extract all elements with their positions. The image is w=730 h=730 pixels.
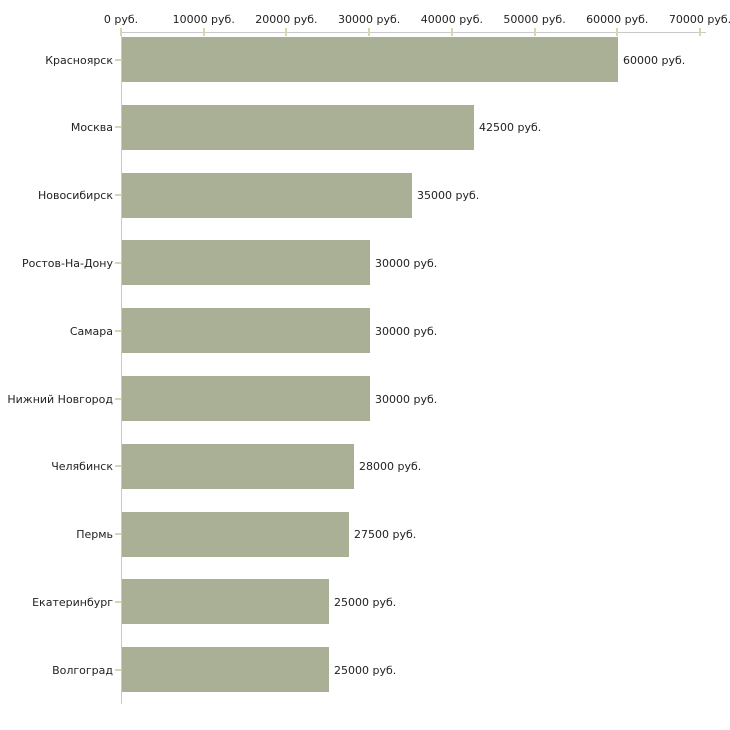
value-label: 35000 руб. bbox=[417, 189, 480, 202]
value-label: 30000 руб. bbox=[375, 325, 438, 338]
x-axis-tick-label: 10000 руб. bbox=[172, 13, 235, 26]
y-axis-tick-mark bbox=[115, 194, 121, 196]
y-axis-tick-mark bbox=[115, 59, 121, 61]
x-axis-tick-label: 40000 руб. bbox=[420, 13, 483, 26]
bar-6 bbox=[122, 376, 370, 421]
bar-9 bbox=[122, 579, 329, 624]
y-axis-tick-mark bbox=[115, 465, 121, 467]
x-axis-tick-mark bbox=[699, 28, 701, 36]
x-axis-tick-mark bbox=[616, 28, 619, 36]
bar-3 bbox=[122, 173, 412, 218]
y-axis-line bbox=[121, 32, 122, 704]
x-axis-tick-label: 70000 руб. bbox=[668, 13, 730, 26]
category-label: Ростов-На-Дону bbox=[21, 257, 113, 270]
x-axis-line bbox=[121, 32, 706, 33]
value-label: 27500 руб. bbox=[354, 528, 417, 541]
y-axis-tick-mark bbox=[115, 330, 121, 332]
value-label: 25000 руб. bbox=[334, 664, 397, 677]
x-axis-tick-label: 20000 руб. bbox=[255, 13, 318, 26]
bar-7 bbox=[122, 444, 354, 489]
category-label: Волгоград bbox=[52, 664, 113, 677]
x-axis-tick-mark bbox=[285, 28, 288, 36]
x-axis-tick-mark bbox=[533, 28, 536, 36]
bar-8 bbox=[122, 512, 349, 557]
category-label: Пермь bbox=[76, 528, 113, 541]
x-axis-tick-mark bbox=[120, 28, 122, 36]
value-label: 28000 руб. bbox=[359, 460, 422, 473]
bar-4 bbox=[122, 240, 370, 285]
y-axis-tick-mark bbox=[115, 601, 121, 603]
x-axis-tick-mark bbox=[202, 28, 205, 36]
category-label: Челябинск bbox=[51, 460, 113, 473]
x-axis-tick-label: 60000 руб. bbox=[586, 13, 649, 26]
category-label: Нижний Новгород bbox=[7, 393, 113, 406]
y-axis-tick-mark bbox=[115, 126, 121, 128]
x-axis-tick-label: 0 руб. bbox=[103, 13, 139, 26]
bar-2 bbox=[122, 105, 474, 150]
category-label: Новосибирск bbox=[37, 189, 113, 202]
bar-5 bbox=[122, 308, 370, 353]
y-axis-tick-mark bbox=[115, 262, 121, 264]
y-axis-tick-mark bbox=[115, 669, 121, 671]
value-label: 42500 руб. bbox=[479, 121, 542, 134]
value-label: 30000 руб. bbox=[375, 257, 438, 270]
y-axis-tick-mark bbox=[115, 398, 121, 400]
y-axis-tick-mark bbox=[115, 533, 121, 535]
x-axis-tick-label: 30000 руб. bbox=[338, 13, 401, 26]
x-axis-tick-mark bbox=[450, 28, 453, 36]
value-label: 25000 руб. bbox=[334, 596, 397, 609]
x-axis-tick-mark bbox=[368, 28, 371, 36]
x-axis-tick-label: 50000 руб. bbox=[503, 13, 566, 26]
bar-1 bbox=[122, 37, 618, 82]
value-label: 60000 руб. bbox=[623, 54, 686, 67]
category-label: Екатеринбург bbox=[32, 596, 113, 609]
category-label: Москва bbox=[70, 121, 113, 134]
bar-10 bbox=[122, 647, 329, 692]
category-label: Самара bbox=[69, 325, 113, 338]
category-label: Красноярск bbox=[45, 54, 113, 67]
value-label: 30000 руб. bbox=[375, 393, 438, 406]
